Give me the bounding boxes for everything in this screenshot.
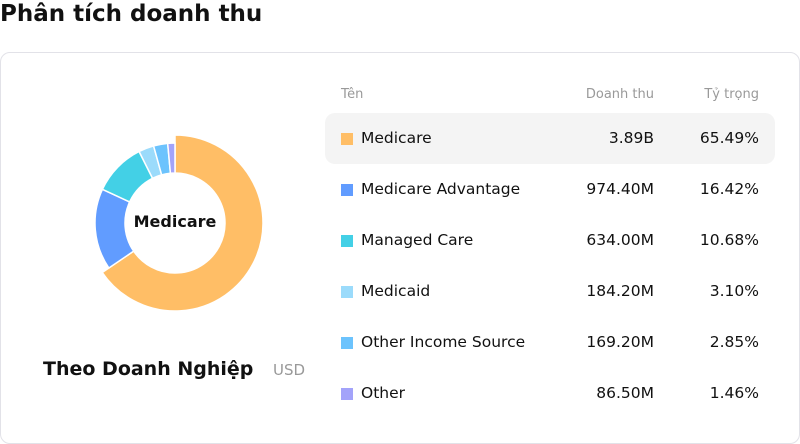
row-name: Medicare (361, 129, 432, 147)
row-name: Other Income Source (361, 333, 526, 351)
row-share: 3.10% (709, 282, 759, 300)
page-title: Phân tích doanh thu (0, 1, 263, 27)
donut-chart[interactable] (75, 123, 275, 323)
color-swatch (341, 388, 353, 400)
row-name: Medicare Advantage (361, 180, 521, 198)
color-swatch (341, 286, 353, 298)
table-row[interactable]: Managed Care 634.00M 10.68% (325, 215, 775, 266)
header-share: Tỷ trọng (704, 87, 759, 102)
chart-center-label: Medicare (133, 212, 217, 231)
row-revenue: 86.50M (596, 384, 654, 402)
row-revenue: 184.20M (586, 282, 654, 300)
unit-label: USD (273, 361, 306, 379)
header-name: Tên (341, 87, 364, 102)
row-revenue: 3.89B (608, 129, 654, 147)
row-name: Other (361, 384, 406, 402)
table-row[interactable]: Other Income Source 169.20M 2.85% (325, 317, 775, 368)
table-row[interactable]: Medicaid 184.20M 3.10% (325, 266, 775, 317)
row-name: Managed Care (361, 231, 474, 249)
row-revenue: 169.20M (586, 333, 654, 351)
row-share: 1.46% (709, 384, 759, 402)
table-row[interactable]: Medicare Advantage 974.40M 16.42% (325, 164, 775, 215)
row-revenue: 634.00M (586, 231, 654, 249)
donut-slice-medicare[interactable] (101, 134, 264, 312)
donut-slice-other[interactable] (166, 142, 176, 175)
color-swatch (341, 184, 353, 196)
row-name: Medicaid (361, 282, 431, 300)
row-share: 65.49% (699, 129, 759, 147)
row-share: 16.42% (699, 180, 759, 198)
header-revenue: Doanh thu (585, 87, 654, 102)
color-swatch (341, 235, 353, 247)
table-row[interactable]: Medicare 3.89B 65.49% (325, 113, 775, 164)
row-share: 2.85% (709, 333, 759, 351)
color-swatch (341, 337, 353, 349)
row-revenue: 974.40M (586, 180, 654, 198)
chart-subtitle: Theo Doanh Nghiệp (43, 358, 254, 380)
color-swatch (341, 133, 353, 145)
row-share: 10.68% (699, 231, 759, 249)
table-row[interactable]: Other 86.50M 1.46% (325, 368, 775, 419)
